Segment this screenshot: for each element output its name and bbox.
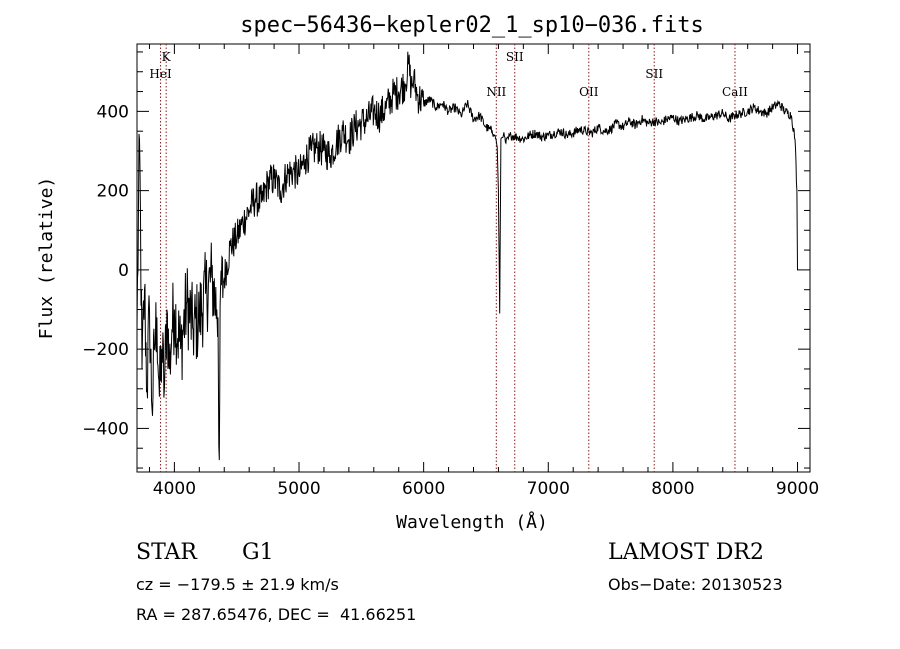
object-type: STAR [136,540,197,565]
y-tick-label: 200 [97,182,129,202]
line-marker-label: CaII [722,85,748,99]
x-tick-label: 5000 [277,479,320,499]
line-marker-label: HeI [149,67,172,81]
line-marker-label: SII [645,67,663,81]
chart-title: spec−56436−kepler02_1_sp10−036.fits [240,13,704,38]
y-tick-label: 0 [118,261,129,281]
survey-name: LAMOST DR2 [608,540,764,565]
line-marker-label: SII [506,50,524,64]
y-tick-label: 400 [97,102,129,122]
y-axis: −400 −200 0 200 400 [82,51,810,469]
x-tick-label: 6000 [402,479,445,499]
x-tick-label: 9000 [776,479,819,499]
plot-border [136,43,811,473]
x-tick-label: 7000 [527,479,570,499]
line-marker-label: K [162,50,172,64]
spectral-line-markers: K HeI NII SII OII SII CaII [149,44,748,472]
object-subclass: G1 [242,540,274,565]
x-tick-label: 8000 [651,479,694,499]
redshift-cz: cz = −179.5 ± 21.9 km/s [136,575,339,594]
line-marker-label: NII [486,85,506,99]
y-tick-label: −400 [82,419,129,439]
x-tick-label: 4000 [153,479,196,499]
y-axis-label: Flux (relative) [36,177,57,340]
y-tick-label: −200 [82,340,129,360]
line-marker-label: OII [579,85,599,99]
x-axis-label: Wavelength (Å) [396,511,548,533]
x-axis: 4000 5000 6000 7000 8000 9000 [148,44,819,499]
spectrum-line [136,51,799,461]
ra-dec-coordinates: RA = 287.65476, DEC = 41.66251 [136,605,417,624]
observation-date: Obs−Date: 20130523 [608,575,783,594]
plot-frame [136,43,811,473]
